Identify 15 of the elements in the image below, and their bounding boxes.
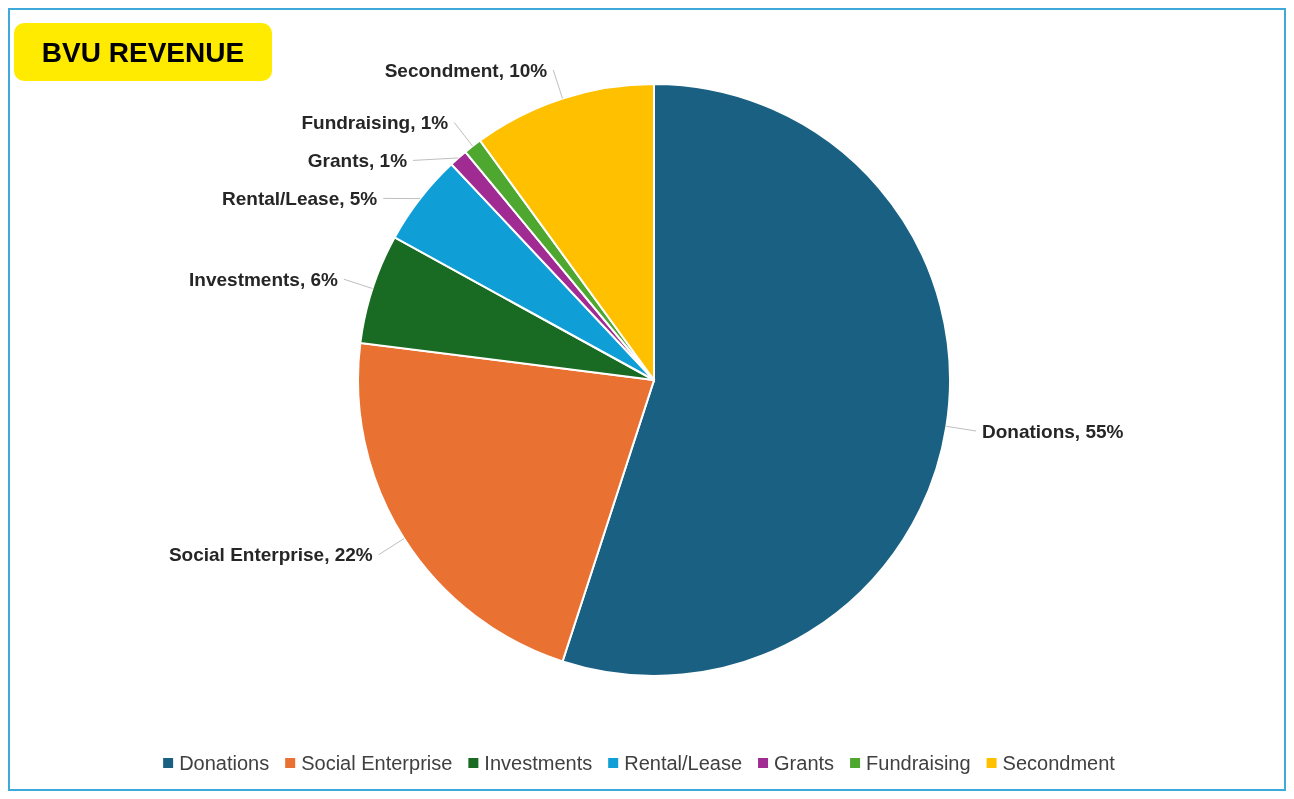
data-label: Fundraising, 1% [301,112,449,134]
legend-label: Rental/Lease [624,752,743,774]
legend-label: Social Enterprise [301,752,453,774]
legend-label: Secondment [1002,752,1116,774]
legend-label: Grants [774,752,835,774]
data-label: Grants, 1% [307,150,408,172]
data-label: Social Enterprise, 22% [168,544,373,566]
legend-label: Investments [484,752,593,774]
data-label: Donations, 55% [981,420,1124,442]
data-label: Investments, 6% [189,268,339,290]
legend-label: Donations [179,752,270,774]
data-label: Rental/Lease, 5% [222,188,378,210]
legend-label: Fundraising [866,752,971,774]
chart-title: BVU REVENUE [41,36,245,68]
data-label: Secondment, 10% [384,59,548,81]
